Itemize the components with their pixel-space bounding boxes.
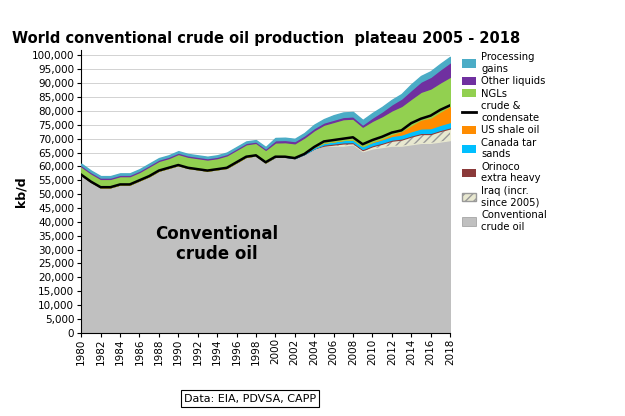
Title: World conventional crude oil production  plateau 2005 - 2018: World conventional crude oil production … bbox=[11, 31, 520, 46]
Legend: Processing
gains, Other liquids, NGLs, crude &
condensate, US shale oil, Canada : Processing gains, Other liquids, NGLs, c… bbox=[462, 52, 547, 232]
Text: Data: EIA, PDVSA, CAPP: Data: EIA, PDVSA, CAPP bbox=[184, 394, 316, 404]
Text: Conventional
crude oil: Conventional crude oil bbox=[156, 225, 279, 263]
Y-axis label: kb/d: kb/d bbox=[14, 176, 28, 207]
